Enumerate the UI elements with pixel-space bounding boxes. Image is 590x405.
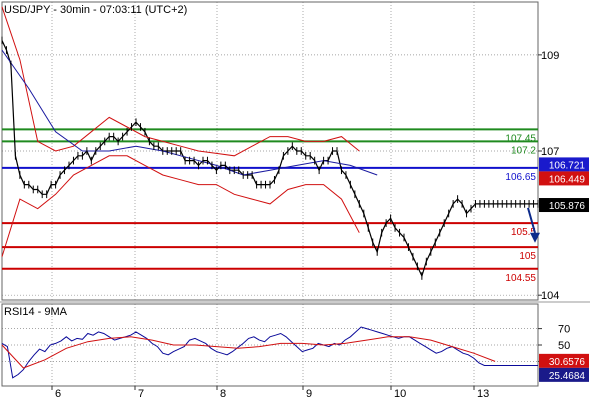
- rsi-y-tick-label: 50: [558, 340, 570, 352]
- price-tag-label: 30.6576: [549, 357, 586, 368]
- price-tag-box: [539, 367, 589, 382]
- level-label: 105: [519, 251, 536, 262]
- x-tick-label: 10: [394, 388, 406, 400]
- price-tag-pivot: 106.721: [539, 157, 589, 172]
- forecast-arrow: [527, 207, 536, 233]
- price-tags: 106.721 106.449 105.876 30.6576 25.4684: [539, 157, 589, 382]
- price-tag-box: [539, 171, 589, 186]
- rsi-series-rsi_ma: [1, 336, 496, 369]
- x-tick-label: 8: [220, 388, 226, 400]
- price-tag-label: 106.449: [549, 174, 586, 185]
- price-tag-rsi_ma: 30.6576: [539, 353, 589, 368]
- y-tick-label: 109: [541, 50, 559, 62]
- series-bollinger_lower: [1, 155, 360, 257]
- price-tag-box: [539, 353, 589, 368]
- level-label: 106.65: [505, 172, 536, 183]
- price-tag-label: 106.721: [549, 160, 586, 171]
- price-tag-support: 106.449: [539, 171, 589, 186]
- x-tick-label: 7: [138, 388, 144, 400]
- rsi-y-tick-label: 70: [558, 324, 570, 336]
- price-series: [1, 6, 540, 280]
- price-tag-box: [539, 198, 589, 213]
- rsi-series-rsi: [1, 326, 538, 379]
- level-label: 107.45: [505, 133, 536, 144]
- price-tag-box: [539, 157, 589, 172]
- rsi-panel-title: RSI14 - 9MA: [4, 306, 68, 318]
- level-label: 104.55: [505, 273, 536, 284]
- chart-title: USD/JPY - 30min - 07:03:11 (UTC+2): [4, 4, 187, 16]
- level-label: 105.5: [511, 227, 536, 238]
- rsi-series: [1, 326, 538, 379]
- price-tag-label: 25.4684: [549, 371, 586, 382]
- x-tick-label: 13: [477, 388, 489, 400]
- y-tick-label: 107: [541, 146, 559, 158]
- series-bollinger_upper: [1, 6, 360, 157]
- price-tag-label: 105.876: [549, 201, 586, 212]
- price-tag-rsi: 25.4684: [539, 367, 589, 382]
- y-tick-label: 104: [541, 290, 559, 302]
- x-tick-label: 9: [306, 388, 312, 400]
- level-label: 107.2: [511, 145, 536, 156]
- forecast-arrow-head: [530, 232, 540, 243]
- price-tag-price: 105.876: [539, 198, 589, 213]
- x-tick-label: 6: [55, 388, 61, 400]
